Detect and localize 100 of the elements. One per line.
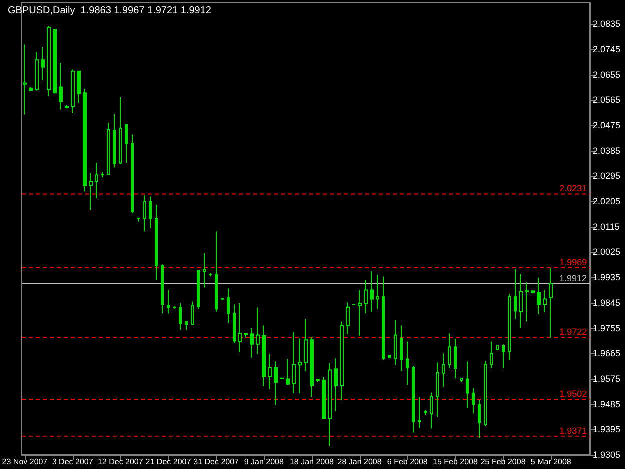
x-tick-label: 6 Feb 2008 (387, 458, 428, 466)
y-tick-label: 1.9305 (593, 450, 621, 460)
ref-line-label: 2.0231 (559, 184, 587, 194)
candlestick (400, 325, 403, 372)
candlestick (370, 271, 374, 312)
candlestick (173, 306, 176, 310)
candlestick (436, 362, 439, 418)
x-tick-label: 15 Feb 2008 (433, 458, 478, 466)
candlestick (256, 307, 260, 355)
candlestick (514, 268, 517, 320)
y-tick-label: 2.0745 (593, 44, 621, 54)
y-tick-label: 2.0565 (593, 95, 621, 106)
x-tick-label: 21 Dec 2007 (146, 458, 192, 466)
y-tick-label: 2.0295 (593, 171, 621, 182)
candlestick (89, 172, 93, 210)
candlestick (185, 320, 188, 331)
candlestick (549, 268, 553, 338)
candlestick (478, 400, 481, 439)
y-tick-label: 1.9395 (593, 424, 621, 435)
candlestick (346, 302, 350, 335)
y-tick-label: 1.9935 (593, 272, 621, 283)
candlestick (143, 195, 146, 232)
y-tick-label: 2.0835 (593, 19, 621, 30)
candlestick (334, 358, 338, 412)
candlestick (292, 332, 296, 394)
candlestick (358, 290, 362, 336)
candlestick (215, 231, 218, 312)
candlestick (203, 252, 206, 288)
y-tick-label: 2.0115 (593, 222, 620, 232)
candlestick (525, 282, 529, 322)
candlestick (280, 377, 284, 380)
candlestick (424, 410, 427, 416)
candlestick (543, 290, 547, 313)
candlestick (376, 274, 379, 310)
candlestick (412, 366, 415, 434)
y-tick-label: 1.9485 (593, 399, 621, 410)
candlestick (197, 269, 200, 310)
candlestick (209, 272, 212, 278)
candlestick (274, 361, 278, 406)
candlestick (286, 358, 290, 386)
y-tick-label: 1.9845 (593, 298, 621, 308)
y-tick-label: 2.0475 (593, 120, 621, 131)
x-tick-label: 3 Dec 2007 (52, 458, 94, 466)
ref-line-label: 1.9912 (559, 274, 587, 284)
candlestick (179, 302, 182, 331)
candlestick (537, 277, 541, 315)
candlestick (316, 378, 320, 383)
candlestick (430, 392, 433, 430)
x-tick-label: 31 Dec 2007 (194, 458, 240, 466)
candlestick (83, 88, 87, 192)
candlestick (519, 274, 523, 328)
candlestick (59, 62, 63, 110)
y-tick-label: 2.0655 (593, 70, 621, 80)
candlestick (268, 354, 272, 390)
candlestick (442, 353, 445, 388)
y-tick-label: 1.9575 (593, 374, 621, 384)
candlestick (250, 328, 254, 358)
ref-line-label: 1.9371 (559, 426, 587, 436)
candlestick (531, 290, 535, 294)
candlestick (304, 318, 308, 372)
candlestick (47, 26, 51, 97)
candlestick (418, 396, 421, 428)
candlestick (460, 378, 463, 383)
y-tick-label: 2.0385 (593, 146, 621, 156)
candlestick (322, 376, 326, 420)
candlestick (77, 70, 81, 104)
candlestick (35, 52, 39, 92)
candlestick (29, 86, 33, 92)
candlestick (113, 114, 116, 168)
candlestick (238, 302, 242, 353)
candlestick (107, 122, 110, 176)
candlestick (65, 105, 69, 110)
ref-line-label: 1.9502 (559, 389, 587, 400)
chart-title: GBPUSD,Daily 1.9863 1.9967 1.9721 1.9912 (8, 6, 212, 16)
candlestick (484, 360, 487, 426)
candlestick (502, 344, 505, 370)
x-tick-label: 28 Jan 2008 (338, 458, 382, 466)
candlestick (71, 69, 75, 114)
candlestick (23, 44, 27, 116)
candlestick (233, 304, 236, 344)
candlestick (137, 217, 140, 222)
candlestick (161, 264, 164, 314)
candlestick (448, 333, 451, 370)
ref-line-label: 1.9722 (559, 327, 587, 338)
candlestick (262, 325, 266, 387)
candlestick (244, 333, 248, 338)
candlestick (149, 196, 152, 229)
candlestick (298, 338, 302, 394)
candlestick (95, 162, 98, 199)
candlestick (472, 388, 475, 414)
candlestick (508, 294, 511, 361)
candlestick (310, 336, 314, 398)
candlestick (454, 338, 457, 380)
candlestick (496, 346, 499, 351)
candlestick (155, 204, 158, 281)
candlestick (53, 28, 57, 94)
candlestick (328, 362, 332, 447)
candlestick (406, 341, 409, 386)
candlestick (131, 134, 134, 214)
candlestick (227, 288, 230, 324)
